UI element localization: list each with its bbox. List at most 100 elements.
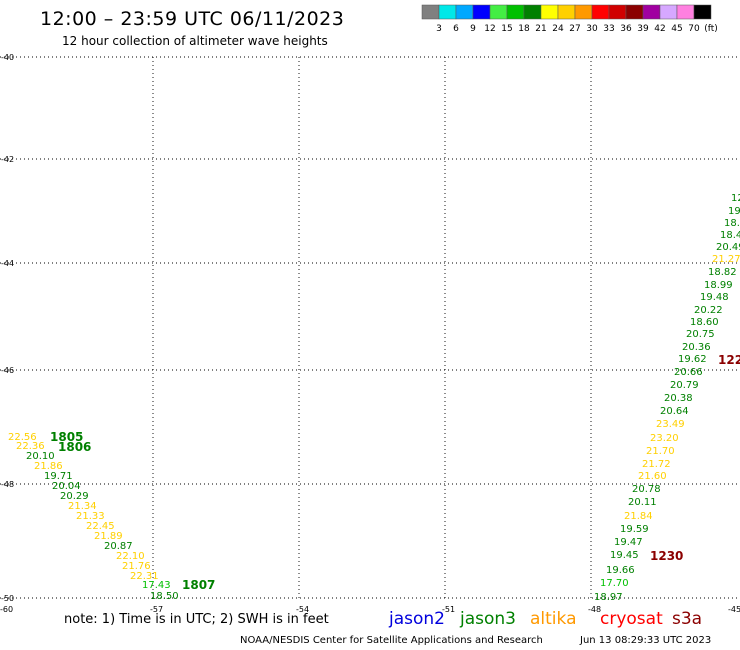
swh-value: 22.10 [116,551,145,562]
legend-swatch [693,4,712,20]
legend-swatch [591,4,610,20]
legend-label: 36 [620,24,632,34]
swh-value: 18.4 [720,230,740,241]
legend-swatch [438,4,457,20]
sat-cryosat: cryosat [600,609,663,629]
swh-value: 21.34 [68,501,97,512]
legend-label: 39 [637,24,649,34]
legend-label: 30 [586,24,598,34]
lat-label: -42 [1,155,14,164]
swh-value: 17.70 [600,578,629,589]
sat-jason2: jason2 [389,609,445,629]
lon-label: -54 [296,605,309,614]
swh-value: 18.97 [594,592,623,603]
sat-jason3: jason3 [460,609,516,629]
legend-swatch [642,4,661,20]
lat-label: -46 [1,366,14,375]
map-subtitle: 12 hour collection of altimeter wave hei… [62,34,328,48]
lon-label: -57 [150,605,163,614]
swh-value: 20.49 [716,242,740,253]
legend-swatch [557,4,576,20]
legend-label: 6 [453,24,459,34]
swh-value: 19.47 [614,537,643,548]
swh-value: 21.89 [94,531,123,542]
swh-value: 21.86 [34,461,63,472]
legend-label: 33 [603,24,614,34]
time-label: 1230 [650,549,683,563]
swh-value: 17.43 [142,580,171,591]
legend-label: 24 [552,24,564,34]
time-label: 1805 [50,430,83,444]
swh-value: 19.45 [610,550,639,561]
footer-timestamp: Jun 13 08:29:33 UTC 2023 [580,635,712,646]
swh-value: 23.20 [650,433,679,444]
swh-value: 18.99 [704,280,733,291]
swh-value: 21.72 [642,459,671,470]
swh-value: 19.62 [678,354,707,365]
axis-labels: -40 -42 -44 -46 -48 -50 -60 -57 -54 -51 -48 -45 [0,53,740,614]
legend-label: 15 [501,24,512,34]
time-label: 1807 [182,578,215,592]
note-text: note: 1) Time is in UTC; 2) SWH is in fe… [64,612,329,627]
swh-value: 20.36 [682,342,711,353]
west-track: 22.5622.3620.1021.8619.7120.0420.2921.34… [8,430,215,602]
lat-label: -50 [1,594,14,603]
lat-label: -48 [1,480,14,489]
legend-swatch [421,4,440,20]
swh-value: 21.84 [624,511,653,522]
map-title: 12:00 – 23:59 UTC 06/11/2023 [40,8,345,30]
swh-value: 18. [724,218,740,229]
swh-value: 19.48 [700,292,729,303]
swh-value: 21.60 [638,471,667,482]
lat-label: -40 [1,53,14,62]
swh-value: 21.33 [76,511,105,522]
footer-credit: NOAA/NESDIS Center for Satellite Applica… [240,635,543,646]
legend-swatch [540,4,559,20]
time-label: 1806 [58,440,91,454]
lat-label: -44 [1,259,14,268]
swh-value: 20.79 [670,380,699,391]
legend-label: 27 [569,24,580,34]
sat-s3a: s3a [672,609,703,629]
swh-value: 19.71 [44,471,73,482]
swh-value: 18.82 [708,267,737,278]
swh-value: 20.38 [664,393,693,404]
legend-label: 9 [470,24,476,34]
map-grid [0,56,740,599]
swh-value: 20.10 [26,451,55,462]
swh-value: 22.45 [86,521,115,532]
sat-altika: altika [530,609,577,629]
swh-value: 18.60 [690,317,719,328]
swh-value: 21.27 [712,254,740,265]
swh-value: 20.78 [632,484,661,495]
color-legend: 3 6 9 12 15 18 21 24 27 30 33 36 39 42 45 70 (ft) [421,4,718,34]
legend-swatch [676,4,695,20]
swh-value: 22.31 [130,571,159,582]
legend-label: 21 [535,24,546,34]
swh-value: 20.04 [52,481,81,492]
legend-swatch [506,4,525,20]
legend-swatch [455,4,474,20]
swh-value: 12 [731,193,740,204]
legend-label: 18 [518,24,530,34]
swh-value: 20.29 [60,491,89,502]
swh-value: 20.11 [628,497,657,508]
swh-value: 21.76 [122,561,151,572]
legend-label: 42 [654,24,665,34]
legend-swatch [574,4,593,20]
swh-value: 20.22 [694,305,723,316]
swh-value: 21.70 [646,446,675,457]
legend-swatch [659,4,678,20]
legend-label: 12 [484,24,495,34]
swh-value: 20.66 [674,367,703,378]
swh-value: 19.59 [620,524,649,535]
legend-label: (ft) [704,24,718,34]
swh-value: 19 [728,206,740,217]
swh-value: 18.50 [150,591,179,602]
swh-value: 20.75 [686,329,715,340]
lon-label: -51 [442,605,455,614]
swh-value: 20.64 [660,406,689,417]
legend-label: 45 [671,24,682,34]
